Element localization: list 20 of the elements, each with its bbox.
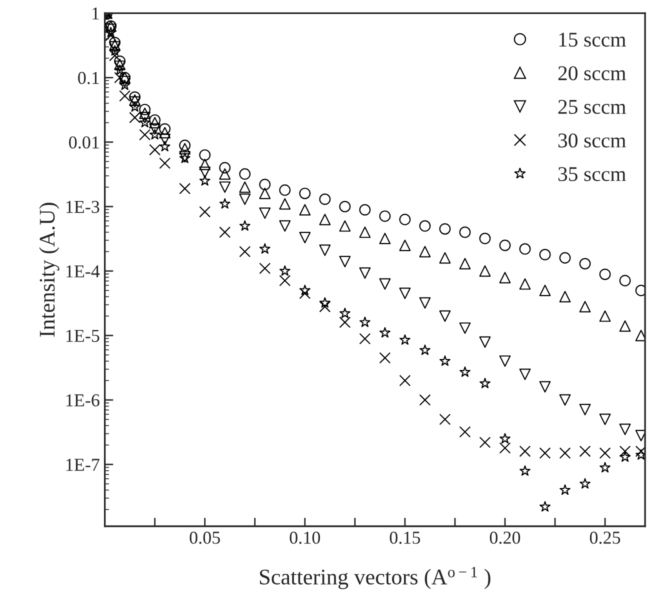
y-tick-label: 1: [92, 8, 99, 20]
legend-label: 35 sccm: [558, 167, 626, 182]
y-axis-title: Intensity (A.U): [39, 202, 60, 337]
y-tick-label: 1E-3: [66, 200, 100, 214]
x-tick-label: 0.25: [590, 532, 620, 544]
y-tick-label: 1E-5: [66, 330, 100, 342]
legend-label: 20 sccm: [558, 66, 626, 80]
legend-label: 15 sccm: [559, 32, 626, 47]
x-axis-title: Scattering vectors (A$^{o−1}$ ): [260, 566, 490, 590]
legend-label: 30 sccm: [558, 133, 626, 148]
y-tick-label: 1E-7: [66, 458, 100, 471]
x-tick-label: 0.15: [390, 532, 420, 544]
x-tick-label: 0.10: [290, 532, 320, 544]
y-tick-label: 0.1: [78, 72, 99, 84]
y-tick-label: 1E-4: [66, 265, 100, 278]
legend-label: 25 sccm: [558, 100, 626, 114]
y-tick-label: 1E-6: [66, 394, 100, 406]
x-tick-label: 0.20: [490, 532, 520, 544]
x-tick-label: 0.05: [190, 532, 220, 544]
y-tick-label: 0.01: [69, 136, 99, 149]
